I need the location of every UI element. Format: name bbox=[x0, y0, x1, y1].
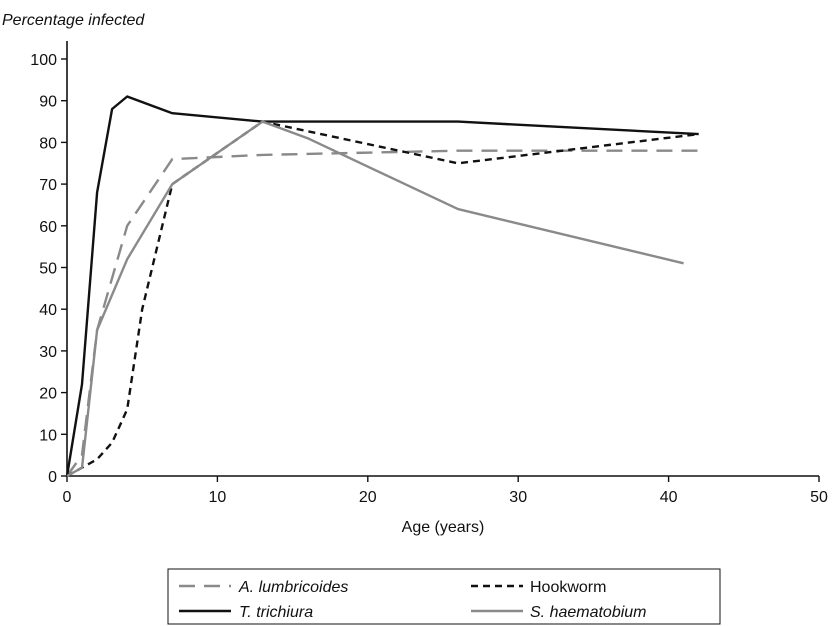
x-tick-label: 30 bbox=[509, 489, 527, 506]
series-line bbox=[66, 149, 699, 477]
x-axis-title: Age (years) bbox=[402, 519, 485, 536]
y-tick-label: 50 bbox=[39, 261, 57, 278]
y-tick-label: 0 bbox=[48, 469, 57, 486]
y-tick-label: 40 bbox=[39, 302, 57, 319]
y-tick-label: 60 bbox=[39, 219, 57, 236]
legend-label: T. trichiura bbox=[239, 604, 313, 621]
series-layer bbox=[65, 95, 699, 478]
series-line bbox=[66, 120, 684, 478]
y-tick-label: 100 bbox=[30, 52, 57, 69]
y-tick-label: 80 bbox=[39, 135, 57, 152]
y-tick-label: 30 bbox=[39, 344, 57, 361]
x-tick-label: 50 bbox=[810, 489, 828, 506]
y-axis-title: Percentage infected bbox=[2, 12, 145, 29]
x-tick-label: 20 bbox=[359, 489, 377, 506]
series-line bbox=[65, 95, 699, 477]
legend-label: A. lumbricoides bbox=[238, 579, 348, 596]
y-tick-label: 20 bbox=[39, 386, 57, 403]
series-line bbox=[66, 120, 699, 478]
axes: 0 10 20 30 40 50 60 70 80 90 100 0 10 20 30 40 50 bbox=[30, 41, 828, 506]
y-tick-label: 90 bbox=[39, 94, 57, 111]
legend-frame bbox=[167, 568, 721, 625]
x-tick-label: 10 bbox=[209, 489, 227, 506]
x-tick-label: 0 bbox=[63, 489, 72, 506]
legend-label: Hookworm bbox=[530, 579, 606, 596]
y-tick-label: 10 bbox=[39, 427, 57, 444]
legend-label: S. haematobium bbox=[530, 604, 647, 621]
x-tick-label: 40 bbox=[660, 489, 678, 506]
y-tick-label: 70 bbox=[39, 177, 57, 194]
legend: A. lumbricoides Hookworm T. trichiura S. ha… bbox=[167, 568, 721, 625]
